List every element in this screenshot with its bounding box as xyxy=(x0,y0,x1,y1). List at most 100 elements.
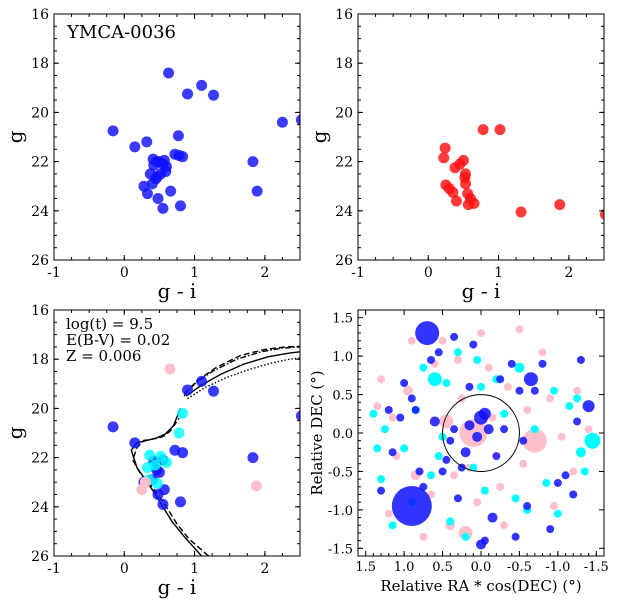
plot-frame xyxy=(357,13,605,261)
y-tick-label: 20 xyxy=(31,105,49,121)
y-axis-label: g xyxy=(3,426,27,439)
x-tick-label: -0.5 xyxy=(507,560,532,575)
y-tick-label: 1.5 xyxy=(332,312,353,327)
members-point xyxy=(173,149,185,161)
members-point xyxy=(157,202,169,214)
chart-cmd-isochrone: -1 0 1 2 16 18 20 22 24 26 g - i g log(t) = 9.5E(B-V… xyxy=(3,303,301,599)
pink-source xyxy=(450,471,459,480)
members-source xyxy=(472,431,483,442)
y-tick-label: -1.5 xyxy=(328,542,353,557)
pink-source xyxy=(373,402,382,411)
pink-source xyxy=(500,521,509,530)
field-point xyxy=(515,206,527,218)
pink-point xyxy=(136,484,148,496)
x-tick-label: 0.0 xyxy=(471,560,492,575)
cyan-source xyxy=(514,362,525,373)
y-axis-label: Relative DEC (°) xyxy=(308,370,326,495)
x-tick-label: 2 xyxy=(260,561,269,577)
pink-source xyxy=(419,532,428,541)
members-source xyxy=(538,359,547,368)
cyan-source xyxy=(480,486,489,495)
members-source xyxy=(507,359,516,368)
y-axis-label: g xyxy=(3,130,27,143)
members-source xyxy=(500,425,509,434)
pink-point xyxy=(164,363,176,375)
members-source xyxy=(530,386,539,395)
pink-source xyxy=(388,413,397,422)
isochrone-line xyxy=(131,417,210,556)
cluster-name: YMCA-0036 xyxy=(66,22,176,43)
members-source xyxy=(582,400,595,413)
pink-source xyxy=(523,405,532,414)
members-source xyxy=(396,413,405,422)
chart-cmd-field: -1 0 1 2 16 18 20 22 24 26 g - i g xyxy=(307,7,605,303)
members-point xyxy=(141,136,153,148)
y-tick-label: 0.0 xyxy=(332,427,353,442)
pink-source xyxy=(496,482,505,491)
pink-source xyxy=(546,394,555,403)
y-tick-label: 20 xyxy=(335,105,353,121)
members-source xyxy=(519,436,528,445)
cyan-point xyxy=(173,427,185,439)
members-point xyxy=(251,185,263,197)
members-point xyxy=(276,116,288,128)
cyan-source xyxy=(377,475,386,484)
plot-area xyxy=(107,345,300,556)
pink-point xyxy=(250,480,262,492)
x-axis-label: g - i xyxy=(158,279,197,303)
x-tick-label: 2 xyxy=(260,265,269,281)
y-tick-label: 22 xyxy=(31,155,49,171)
members-point xyxy=(208,385,220,397)
pink-source xyxy=(453,355,462,364)
members-source xyxy=(407,394,416,403)
members-point xyxy=(295,410,300,422)
cyan-source xyxy=(575,447,586,458)
members-point xyxy=(175,496,187,508)
field-point xyxy=(599,209,604,220)
y-tick-label: 18 xyxy=(31,352,49,368)
cyan-source xyxy=(400,444,409,453)
cyan-source xyxy=(369,409,378,418)
members-source xyxy=(553,478,562,487)
members-point xyxy=(152,489,164,500)
members-point xyxy=(247,156,259,168)
cyan-source xyxy=(373,444,382,453)
members-source xyxy=(569,490,578,499)
members-source xyxy=(460,447,471,458)
members-point xyxy=(169,444,181,456)
field-point xyxy=(447,186,459,198)
cyan-source xyxy=(542,478,551,487)
members-source xyxy=(561,471,570,480)
x-tick-label: -1 xyxy=(47,265,61,281)
pink-source xyxy=(438,336,447,345)
x-tick-label: 1 xyxy=(190,561,199,577)
members-source xyxy=(377,486,386,495)
pink-source xyxy=(538,348,547,357)
members-point xyxy=(107,421,119,433)
y-tick-label: 26 xyxy=(31,253,49,269)
x-tick-label: 0 xyxy=(424,265,433,281)
members-point xyxy=(182,384,194,396)
x-tick-label: -1.0 xyxy=(545,560,570,575)
pink-source xyxy=(377,375,386,384)
field-point xyxy=(462,199,474,211)
chart-cmd-members: -1 0 1 2 16 18 20 22 24 26 g - i g YMCA-0036 xyxy=(3,7,301,303)
members-source xyxy=(415,321,440,346)
cyan-source xyxy=(565,402,574,411)
cyan-source xyxy=(473,355,482,364)
members-source xyxy=(434,348,443,357)
pink-source xyxy=(573,386,582,395)
plot-area xyxy=(107,67,300,214)
members-source xyxy=(496,375,505,384)
pink-source xyxy=(519,459,528,468)
members-source xyxy=(388,448,397,457)
cyan-source xyxy=(453,348,462,357)
cyan-source xyxy=(469,463,478,472)
plot-area xyxy=(369,321,601,550)
y-tick-label: 18 xyxy=(31,56,49,72)
pink-source xyxy=(402,385,413,396)
members-source xyxy=(450,425,459,434)
pink-source xyxy=(584,425,593,434)
cyan-source xyxy=(500,409,509,418)
members-point xyxy=(152,193,164,204)
